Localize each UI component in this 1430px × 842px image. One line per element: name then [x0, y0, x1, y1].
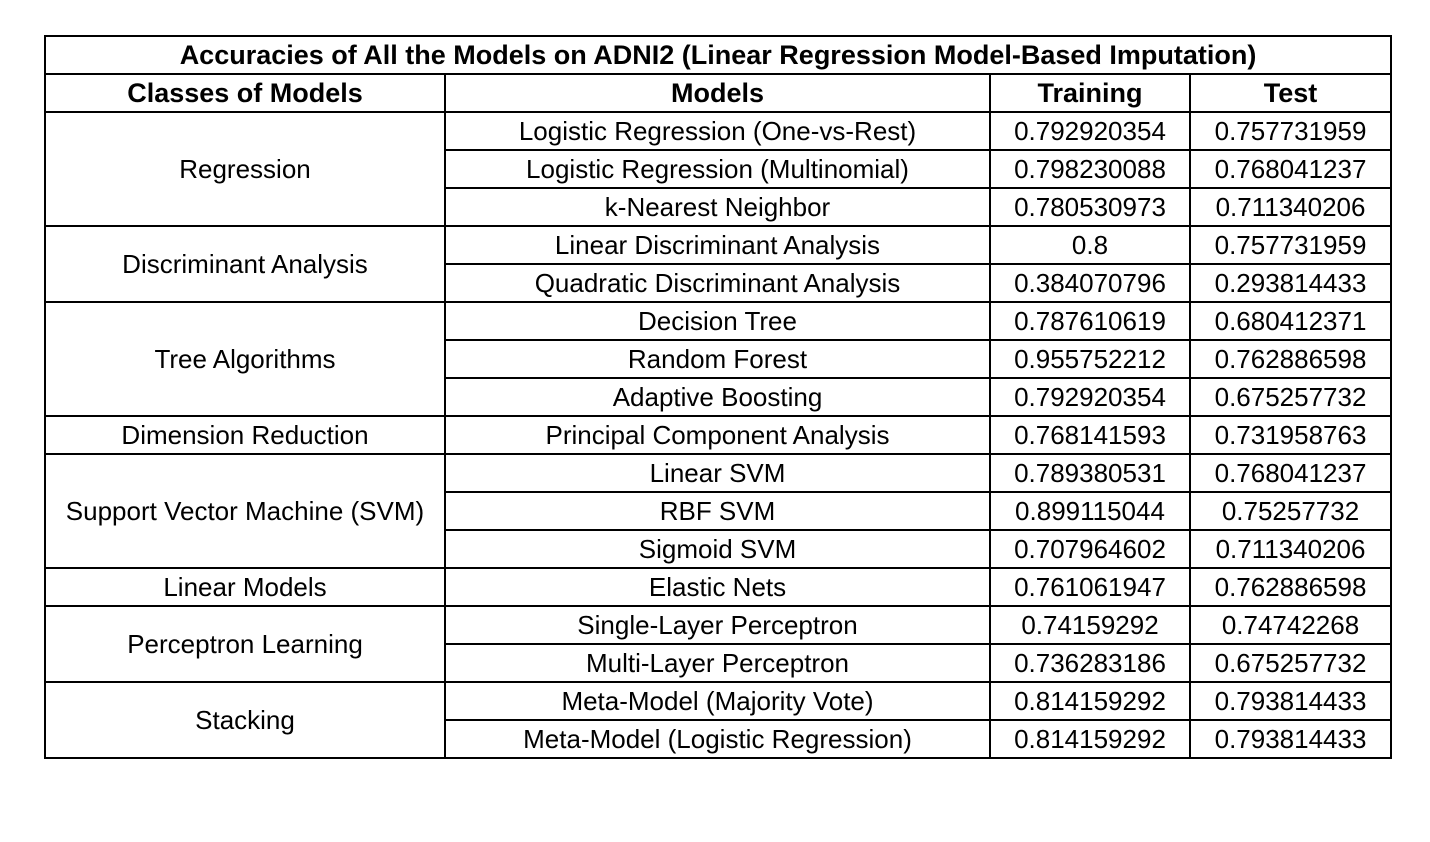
test-accuracy-cell: 0.793814433 [1188, 719, 1393, 759]
header-models: Models [444, 73, 991, 113]
test-accuracy-cell: 0.768041237 [1188, 149, 1393, 189]
test-accuracy-cell: 0.762886598 [1188, 567, 1393, 607]
test-accuracy-cell: 0.711340206 [1188, 529, 1393, 569]
table-row: Adaptive Boosting 0.792920354 0.675257732 [45, 377, 1393, 417]
model-class-cell: Discriminant Analysis [44, 225, 446, 303]
test-accuracy-cell: 0.675257732 [1188, 377, 1393, 417]
test-accuracy-cell: 0.293814433 [1188, 263, 1393, 303]
model-class-cell: Dimension Reduction [44, 415, 446, 455]
test-accuracy-cell: 0.762886598 [1188, 339, 1393, 379]
model-name-cell: Sigmoid SVM [444, 529, 991, 569]
table-title: Accuracies of All the Models on ADNI2 (L… [43, 35, 1393, 75]
model-name-cell: Logistic Regression (One-vs-Rest) [444, 111, 991, 151]
table-row: Discriminant Analysis Linear Discriminant… [44, 225, 1393, 303]
table-row: Sigmoid SVM 0.707964602 0.711340206 [45, 529, 1393, 569]
model-name-cell: Multi-Layer Perceptron [444, 643, 991, 683]
table-row: Tree Algorithms Decision Tree 0.787610619 0… [44, 301, 1393, 417]
model-name-cell: Decision Tree [444, 301, 991, 341]
model-name-cell: Linear SVM [444, 453, 991, 493]
table-row: Support Vector Machine (SVM) Linear SVM 0.… [44, 453, 1393, 569]
test-accuracy-cell: 0.793814433 [1188, 681, 1393, 721]
model-name-cell: Quadratic Discriminant Analysis [444, 263, 991, 303]
table-row: Stacking Meta-Model (Majority Vote) 0.8141… [44, 681, 1393, 759]
training-accuracy-cell: 0.761061947 [989, 567, 1191, 607]
training-accuracy-cell: 0.707964602 [989, 529, 1191, 569]
training-accuracy-cell: 0.780530973 [989, 187, 1191, 227]
model-class-cell: Perceptron Learning [44, 605, 446, 683]
test-accuracy-cell: 0.75257732 [1188, 491, 1393, 531]
training-accuracy-cell: 0.8 [989, 225, 1191, 265]
table-row: Dimension Reduction Principal Component A… [44, 415, 1393, 455]
header-classes-of-models: Classes of Models [44, 73, 446, 113]
table-row: k-Nearest Neighbor 0.780530973 0.711340206 [45, 187, 1393, 227]
test-accuracy-cell: 0.675257732 [1188, 643, 1393, 683]
model-class-cell: Tree Algorithms [44, 301, 446, 417]
test-accuracy-cell: 0.757731959 [1188, 111, 1393, 151]
training-accuracy-cell: 0.789380531 [989, 453, 1191, 493]
training-accuracy-cell: 0.384070796 [989, 263, 1191, 303]
table-row: Logistic Regression (Multinomial) 0.79823… [45, 149, 1393, 189]
model-name-cell: k-Nearest Neighbor [444, 187, 991, 227]
test-accuracy-cell: 0.757731959 [1188, 225, 1393, 265]
header-training: Training [989, 73, 1191, 113]
model-name-cell: Adaptive Boosting [444, 377, 991, 417]
model-name-cell: Meta-Model (Logistic Regression) [444, 719, 991, 759]
training-accuracy-cell: 0.955752212 [989, 339, 1191, 379]
table-row: Random Forest 0.955752212 0.762886598 [45, 339, 1393, 379]
table-header-row: Classes of Models Models Training Test [44, 73, 1393, 113]
table-body: Regression Logistic Regression (One-vs-Re… [44, 111, 1393, 759]
table-row: Regression Logistic Regression (One-vs-Re… [44, 111, 1393, 227]
test-accuracy-cell: 0.680412371 [1188, 301, 1393, 341]
model-class-cell: Regression [44, 111, 446, 227]
test-accuracy-cell: 0.711340206 [1188, 187, 1393, 227]
test-accuracy-cell: 0.731958763 [1188, 415, 1393, 455]
model-name-cell: Single-Layer Perceptron [444, 605, 991, 645]
table-row: Perceptron Learning Single-Layer Perceptr… [44, 605, 1393, 683]
model-name-cell: Random Forest [444, 339, 991, 379]
training-accuracy-cell: 0.787610619 [989, 301, 1191, 341]
accuracy-table: Accuracies of All the Models on ADNI2 (L… [43, 35, 1393, 759]
model-name-cell: RBF SVM [444, 491, 991, 531]
training-accuracy-cell: 0.792920354 [989, 111, 1191, 151]
test-accuracy-cell: 0.768041237 [1188, 453, 1393, 493]
table-row: Multi-Layer Perceptron 0.736283186 0.67525… [45, 643, 1393, 683]
model-name-cell: Linear Discriminant Analysis [444, 225, 991, 265]
training-accuracy-cell: 0.798230088 [989, 149, 1191, 189]
model-class-cell: Stacking [44, 681, 446, 759]
table-row: Quadratic Discriminant Analysis 0.3840707… [45, 263, 1393, 303]
training-accuracy-cell: 0.768141593 [989, 415, 1191, 455]
table-title-row: Accuracies of All the Models on ADNI2 (L… [43, 35, 1393, 75]
training-accuracy-cell: 0.792920354 [989, 377, 1191, 417]
model-name-cell: Elastic Nets [444, 567, 991, 607]
header-test: Test [1188, 73, 1393, 113]
model-class-cell: Linear Models [44, 567, 446, 607]
model-name-cell: Meta-Model (Majority Vote) [444, 681, 991, 721]
model-class-cell: Support Vector Machine (SVM) [44, 453, 446, 569]
training-accuracy-cell: 0.899115044 [989, 491, 1191, 531]
table-row: Linear Models Elastic Nets 0.761061947 0.76… [44, 567, 1393, 607]
training-accuracy-cell: 0.736283186 [989, 643, 1191, 683]
table-row: RBF SVM 0.899115044 0.75257732 [45, 491, 1393, 531]
test-accuracy-cell: 0.74742268 [1188, 605, 1393, 645]
model-name-cell: Logistic Regression (Multinomial) [444, 149, 991, 189]
table-row: Meta-Model (Logistic Regression) 0.814159… [45, 719, 1393, 759]
training-accuracy-cell: 0.814159292 [989, 681, 1191, 721]
training-accuracy-cell: 0.74159292 [989, 605, 1191, 645]
training-accuracy-cell: 0.814159292 [989, 719, 1191, 759]
model-name-cell: Principal Component Analysis [444, 415, 991, 455]
